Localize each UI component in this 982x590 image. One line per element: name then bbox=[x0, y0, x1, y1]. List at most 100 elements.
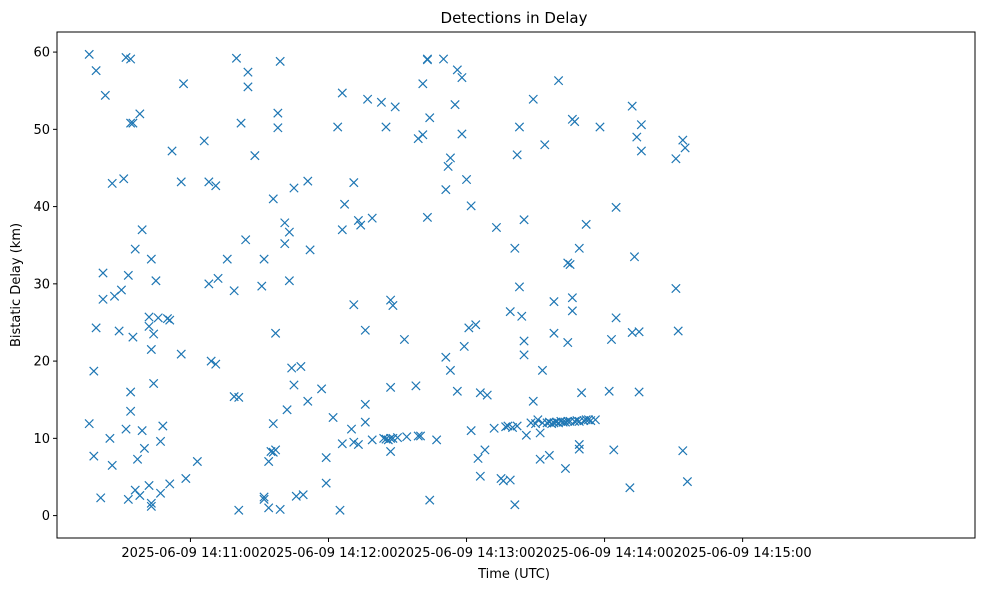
data-point-x-marker bbox=[565, 259, 575, 270]
data-point-x-marker bbox=[176, 177, 186, 187]
data-point-x-marker bbox=[572, 415, 582, 426]
data-point-x-marker bbox=[356, 220, 366, 230]
data-point-x-marker bbox=[671, 154, 681, 164]
data-point-x-marker bbox=[181, 473, 191, 484]
data-point-x-marker bbox=[349, 300, 359, 310]
data-point-x-marker bbox=[466, 201, 476, 211]
data-point-x-marker bbox=[289, 183, 299, 193]
data-point-x-marker bbox=[452, 65, 462, 75]
data-point-x-marker bbox=[146, 498, 156, 508]
data-point-x-marker bbox=[471, 320, 481, 330]
data-point-x-marker bbox=[268, 194, 278, 204]
data-point-x-marker bbox=[337, 225, 347, 235]
data-point-x-marker bbox=[385, 382, 396, 392]
data-point-x-marker bbox=[574, 444, 584, 454]
data-points bbox=[84, 49, 693, 515]
data-point-x-marker bbox=[629, 252, 640, 262]
data-point-x-marker bbox=[425, 495, 435, 505]
data-point-x-marker bbox=[137, 425, 147, 436]
x-tick-label: 2025-06-09 14:12:00 bbox=[259, 546, 397, 561]
data-point-x-marker bbox=[316, 384, 327, 394]
data-point-x-marker bbox=[289, 380, 299, 390]
data-point-x-marker bbox=[206, 356, 216, 366]
data-point-x-marker bbox=[466, 425, 476, 436]
data-point-x-marker bbox=[259, 254, 269, 264]
data-point-x-marker bbox=[491, 222, 502, 233]
data-point-x-marker bbox=[360, 399, 370, 409]
data-point-x-marker bbox=[450, 99, 460, 110]
x-tick-label: 2025-06-09 14:11:00 bbox=[121, 546, 259, 561]
data-point-x-marker bbox=[634, 327, 644, 337]
data-point-x-marker bbox=[425, 113, 435, 123]
data-point-x-marker bbox=[146, 254, 156, 264]
data-point-x-marker bbox=[553, 76, 564, 86]
data-point-x-marker bbox=[512, 421, 522, 431]
data-point-x-marker bbox=[158, 421, 168, 431]
data-point-x-marker bbox=[243, 82, 253, 92]
data-point-x-marker bbox=[270, 445, 281, 455]
x-axis-ticks: 2025-06-09 14:11:00 2025-06-09 14:12:00 20… bbox=[121, 538, 812, 561]
y-axis-ticks: 0 10 20 30 40 50 60 bbox=[33, 46, 57, 524]
data-point-x-marker bbox=[349, 178, 359, 188]
data-point-x-marker bbox=[243, 67, 253, 77]
data-point-x-marker bbox=[411, 381, 421, 391]
data-point-x-marker bbox=[125, 387, 136, 397]
data-point-x-marker bbox=[353, 439, 364, 450]
data-point-x-marker bbox=[123, 494, 133, 504]
data-point-x-marker bbox=[367, 213, 377, 223]
data-point-x-marker bbox=[89, 451, 99, 461]
data-point-x-marker bbox=[510, 243, 520, 253]
data-point-x-marker bbox=[280, 218, 290, 228]
data-point-x-marker bbox=[505, 475, 515, 485]
y-tick-label: 0 bbox=[42, 509, 50, 524]
data-point-x-marker bbox=[144, 321, 154, 331]
data-point-x-marker bbox=[135, 490, 145, 501]
data-point-x-marker bbox=[441, 184, 451, 195]
y-tick-label: 30 bbox=[33, 277, 50, 292]
data-point-x-marker bbox=[149, 329, 159, 339]
data-point-x-marker bbox=[570, 116, 580, 127]
data-point-x-marker bbox=[204, 177, 214, 187]
data-point-x-marker bbox=[537, 365, 548, 375]
data-point-x-marker bbox=[636, 120, 647, 130]
data-point-x-marker bbox=[178, 79, 189, 89]
data-point-x-marker bbox=[519, 215, 529, 225]
data-point-x-marker bbox=[137, 225, 147, 235]
data-point-x-marker bbox=[682, 476, 693, 487]
data-point-x-marker bbox=[153, 313, 163, 323]
y-tick-label: 40 bbox=[33, 200, 50, 215]
data-point-x-marker bbox=[609, 445, 619, 455]
data-point-x-marker bbox=[259, 492, 269, 502]
data-point-x-marker bbox=[422, 212, 433, 223]
data-point-x-marker bbox=[443, 161, 453, 172]
data-point-x-marker bbox=[604, 386, 614, 396]
data-point-x-marker bbox=[250, 150, 260, 161]
data-point-x-marker bbox=[234, 505, 244, 515]
data-point-x-marker bbox=[337, 88, 347, 98]
data-point-x-marker bbox=[284, 276, 295, 286]
data-point-x-marker bbox=[151, 276, 161, 286]
data-point-x-marker bbox=[549, 328, 559, 338]
data-point-x-marker bbox=[475, 388, 485, 398]
data-point-x-marker bbox=[480, 445, 490, 455]
data-point-x-marker bbox=[176, 349, 186, 359]
data-point-x-marker bbox=[107, 460, 117, 471]
data-point-x-marker bbox=[673, 326, 683, 336]
data-point-x-marker bbox=[96, 493, 106, 503]
data-point-x-marker bbox=[303, 176, 313, 186]
data-point-x-marker bbox=[275, 56, 285, 66]
data-point-x-marker bbox=[192, 456, 202, 467]
data-point-x-marker bbox=[549, 418, 559, 428]
data-point-x-marker bbox=[84, 419, 94, 429]
data-point-x-marker bbox=[576, 388, 587, 398]
data-point-x-marker bbox=[678, 135, 688, 145]
data-point-x-marker bbox=[367, 435, 377, 445]
data-point-x-marker bbox=[280, 239, 290, 249]
data-point-x-marker bbox=[349, 437, 359, 447]
data-point-x-marker bbox=[229, 286, 239, 296]
data-point-x-marker bbox=[535, 428, 545, 438]
data-point-x-marker bbox=[521, 430, 531, 440]
y-axis-label: Bistatic Delay (km) bbox=[9, 223, 24, 347]
data-point-x-marker bbox=[259, 494, 269, 504]
